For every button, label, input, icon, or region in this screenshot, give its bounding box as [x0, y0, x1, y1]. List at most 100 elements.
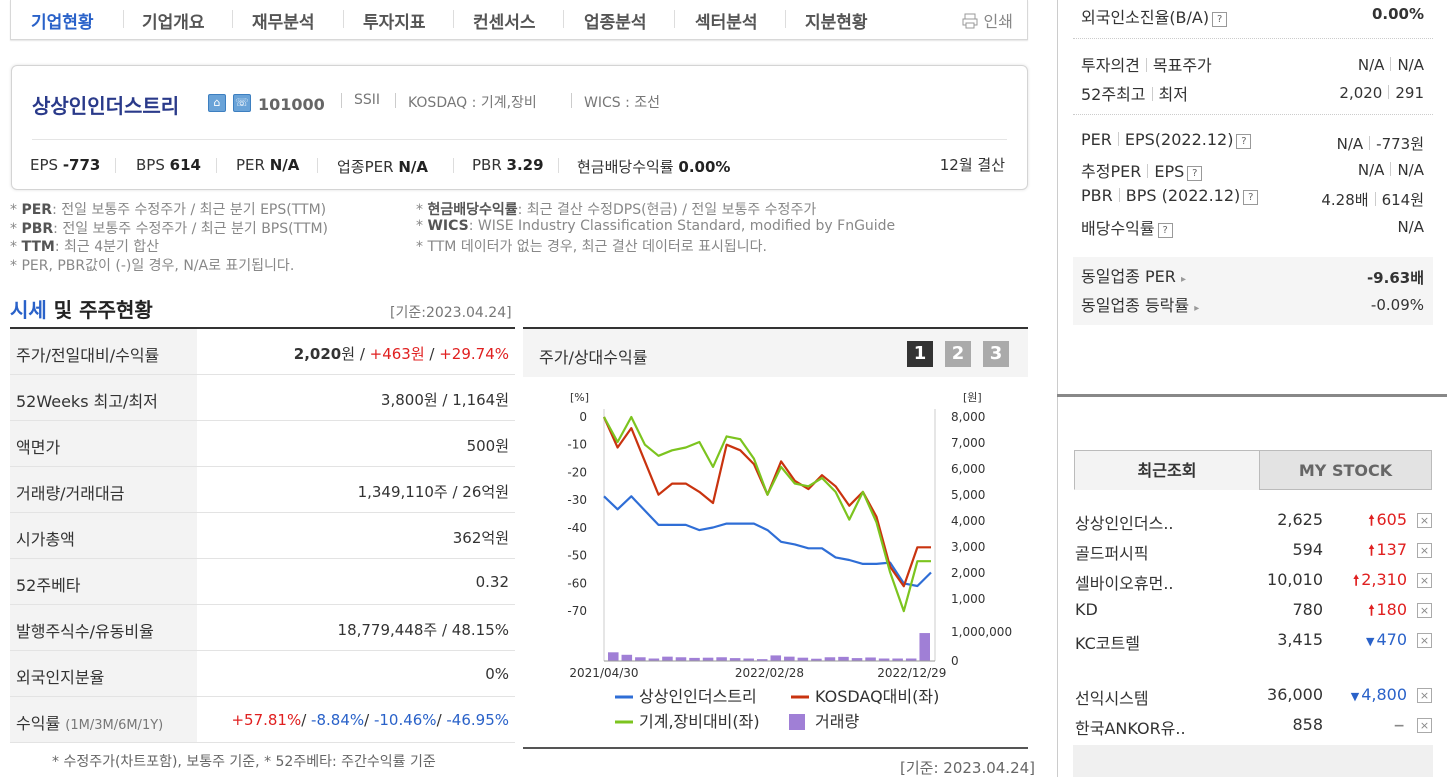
arrow-up-icon: 🠕 [1368, 543, 1375, 559]
tab-consensus[interactable]: 컨센서스 [473, 13, 536, 33]
tab-investment-indicators[interactable]: 투자지표 [363, 13, 426, 33]
recent-stock-row[interactable]: 상상인인더스.. 2,625 🠕 605 × [1075, 510, 1435, 540]
recent-tabs: 최근조회 MY STOCK [1074, 450, 1432, 490]
value-separator [1388, 85, 1390, 99]
stock-name[interactable]: 선익시스템 [1075, 689, 1149, 708]
value-separator: / [436, 711, 447, 729]
recent-stock-row[interactable]: 선익시스템 36,000 ▼ 4,800 × [1075, 685, 1435, 715]
remove-icon[interactable]: × [1417, 573, 1432, 588]
series-line [602, 416, 931, 588]
kpi-per-value: N/A [269, 156, 300, 174]
homepage-icon[interactable]: ⌂ [208, 94, 226, 112]
note-key: 현금배당수익률 [427, 202, 518, 218]
kpi-eps: EPS -773 [30, 156, 100, 174]
label-text: 동일업종 등락률 [1081, 296, 1190, 315]
recent-stock-row[interactable]: KC코트렐 3,415 ▼ 470 × [1075, 630, 1435, 660]
stock-name[interactable]: 셀바이오휴먼.. [1075, 574, 1174, 593]
stock-name[interactable]: 한국ANKOR유.. [1075, 719, 1186, 738]
tab-recent[interactable]: 최근조회 [1074, 450, 1260, 490]
tab-company-status[interactable]: 기업현황 [31, 13, 94, 33]
left-axis-tick: -50 [567, 549, 587, 563]
note-text: : WISE Industry Classification Standard,… [468, 218, 896, 234]
label-text: 52주최고 [1081, 85, 1146, 104]
remove-icon[interactable]: × [1417, 603, 1432, 618]
value-separator: / [364, 711, 374, 729]
tab-shareholding[interactable]: 지분현황 [805, 13, 868, 33]
help-icon[interactable]: ? [1187, 166, 1203, 181]
change-amount: 2,310 [1361, 570, 1407, 589]
peer-per-label[interactable]: 동일업종 PER ▸ [1081, 263, 1186, 287]
section-title: 시세 및 주주현황 [10, 294, 153, 323]
label-text: 동일업종 PER [1081, 267, 1176, 286]
kpi-bps-label: BPS [136, 156, 165, 174]
price-change-pct: +29.74% [439, 345, 509, 363]
volume-bar [919, 633, 930, 661]
remove-icon[interactable]: × [1417, 633, 1432, 648]
per-eps-value: N/A -773원 [1337, 133, 1424, 154]
peer-change-label[interactable]: 동일업종 등락률 ▸ [1081, 292, 1199, 316]
return-3m: -8.84% [311, 711, 365, 729]
row-label: 시가총액 [10, 513, 197, 558]
help-icon[interactable]: ? [1236, 134, 1252, 149]
section-title-highlight: 시세 [10, 298, 47, 322]
help-icon[interactable]: ? [1243, 190, 1259, 205]
remove-icon[interactable]: × [1417, 718, 1432, 733]
kpi-per: PER N/A [236, 156, 299, 174]
current-price: 2,020 [293, 345, 342, 363]
return-periods: (1M/3M/6M/1Y) [65, 718, 164, 733]
remove-icon[interactable]: × [1417, 513, 1432, 528]
value-separator [1390, 162, 1392, 176]
recent-stock-row[interactable]: 셀바이오휴먼.. 10,010 🠕 2,310 × [1075, 570, 1435, 600]
label-separator [1118, 188, 1120, 202]
phone-icon[interactable]: ☏ [233, 94, 251, 112]
chart-base-date: [기준: 2023.04.24] [900, 759, 1036, 777]
legend-label: 상상인인더스트리 [639, 687, 757, 706]
row-label: 52주베타 [10, 559, 197, 604]
dividend-label: 배당수익률? [1081, 215, 1173, 239]
help-icon[interactable]: ? [1212, 12, 1228, 27]
price-chart-panel: 주가/상대수익률 1 2 3 [%] [원] 0 -10 -20 -30 -40 -50 -60… [523, 327, 1028, 747]
print-button[interactable]: 인쇄 [962, 8, 1013, 32]
stock-name[interactable]: KD [1075, 600, 1098, 619]
tab-industry-analysis[interactable]: 업종분석 [584, 13, 647, 33]
remove-icon[interactable]: × [1417, 688, 1432, 703]
stock-price: 2,625 [1277, 510, 1323, 529]
stock-name[interactable]: 상상인인더스.. [1075, 514, 1174, 533]
tab-financial-analysis[interactable]: 재무분석 [252, 13, 315, 33]
legend-label: KOSDAQ대비(좌) [815, 687, 939, 706]
stock-name[interactable]: 골드퍼시픽 [1075, 544, 1149, 563]
tab-sector-analysis[interactable]: 섹터분석 [695, 13, 758, 33]
right-axis-tick: 8,000 [951, 410, 985, 424]
tab-separator [343, 10, 344, 28]
chart-option-2-button[interactable]: 2 [945, 341, 971, 367]
tab-my-stock[interactable]: MY STOCK [1259, 450, 1432, 490]
forward-eps: N/A [1397, 161, 1424, 179]
flat-dash-icon: − [1393, 718, 1405, 734]
chart-option-3-button[interactable]: 3 [983, 341, 1009, 367]
tab-separator [232, 10, 233, 28]
remove-icon[interactable]: × [1417, 543, 1432, 558]
recent-stock-row[interactable]: KD 780 🠕 180 × [1075, 600, 1435, 630]
divider [1057, 0, 1058, 777]
pbr-bps-value: 4.28배 614원 [1321, 189, 1424, 210]
recent-stock-row[interactable]: 골드퍼시픽 594 🠕 137 × [1075, 540, 1435, 570]
main-tab-bar: 기업현황 기업개요 재무분석 투자지표 컨센서스 업종분석 섹터분석 지분현황 … [10, 0, 1028, 40]
tab-company-overview[interactable]: 기업개요 [142, 13, 205, 33]
price-relative-return-chart: [%] [원] 0 -10 -20 -30 -40 -50 -60 -70 8,000 7,000 6,… [567, 391, 1012, 731]
row-value: 18,779,448주 / 48.15% [337, 621, 509, 639]
row-label: 52Weeks 최고/최저 [10, 375, 197, 420]
pbr: 4.28배 [1321, 191, 1369, 209]
note-key: WICS [427, 218, 469, 234]
stock-name[interactable]: KC코트렐 [1075, 634, 1140, 653]
recent-stock-row[interactable]: 한국ANKOR유.. 858 − × [1075, 715, 1435, 745]
volume-bar [635, 657, 646, 661]
note-ttm-fallback: * TTM 데이터가 없는 경우, 최근 결산 데이터로 표시됩니다. [416, 239, 767, 255]
help-icon[interactable]: ? [1157, 223, 1173, 238]
table-row: 외국인지분율 0% [10, 651, 515, 697]
chart-option-1-button[interactable]: 1 [907, 341, 933, 367]
note-key: PBR [21, 221, 54, 237]
tab-separator [674, 10, 675, 28]
left-axis-tick: -40 [567, 521, 587, 535]
note-key: PER [21, 202, 53, 218]
volume-bar [905, 658, 917, 661]
